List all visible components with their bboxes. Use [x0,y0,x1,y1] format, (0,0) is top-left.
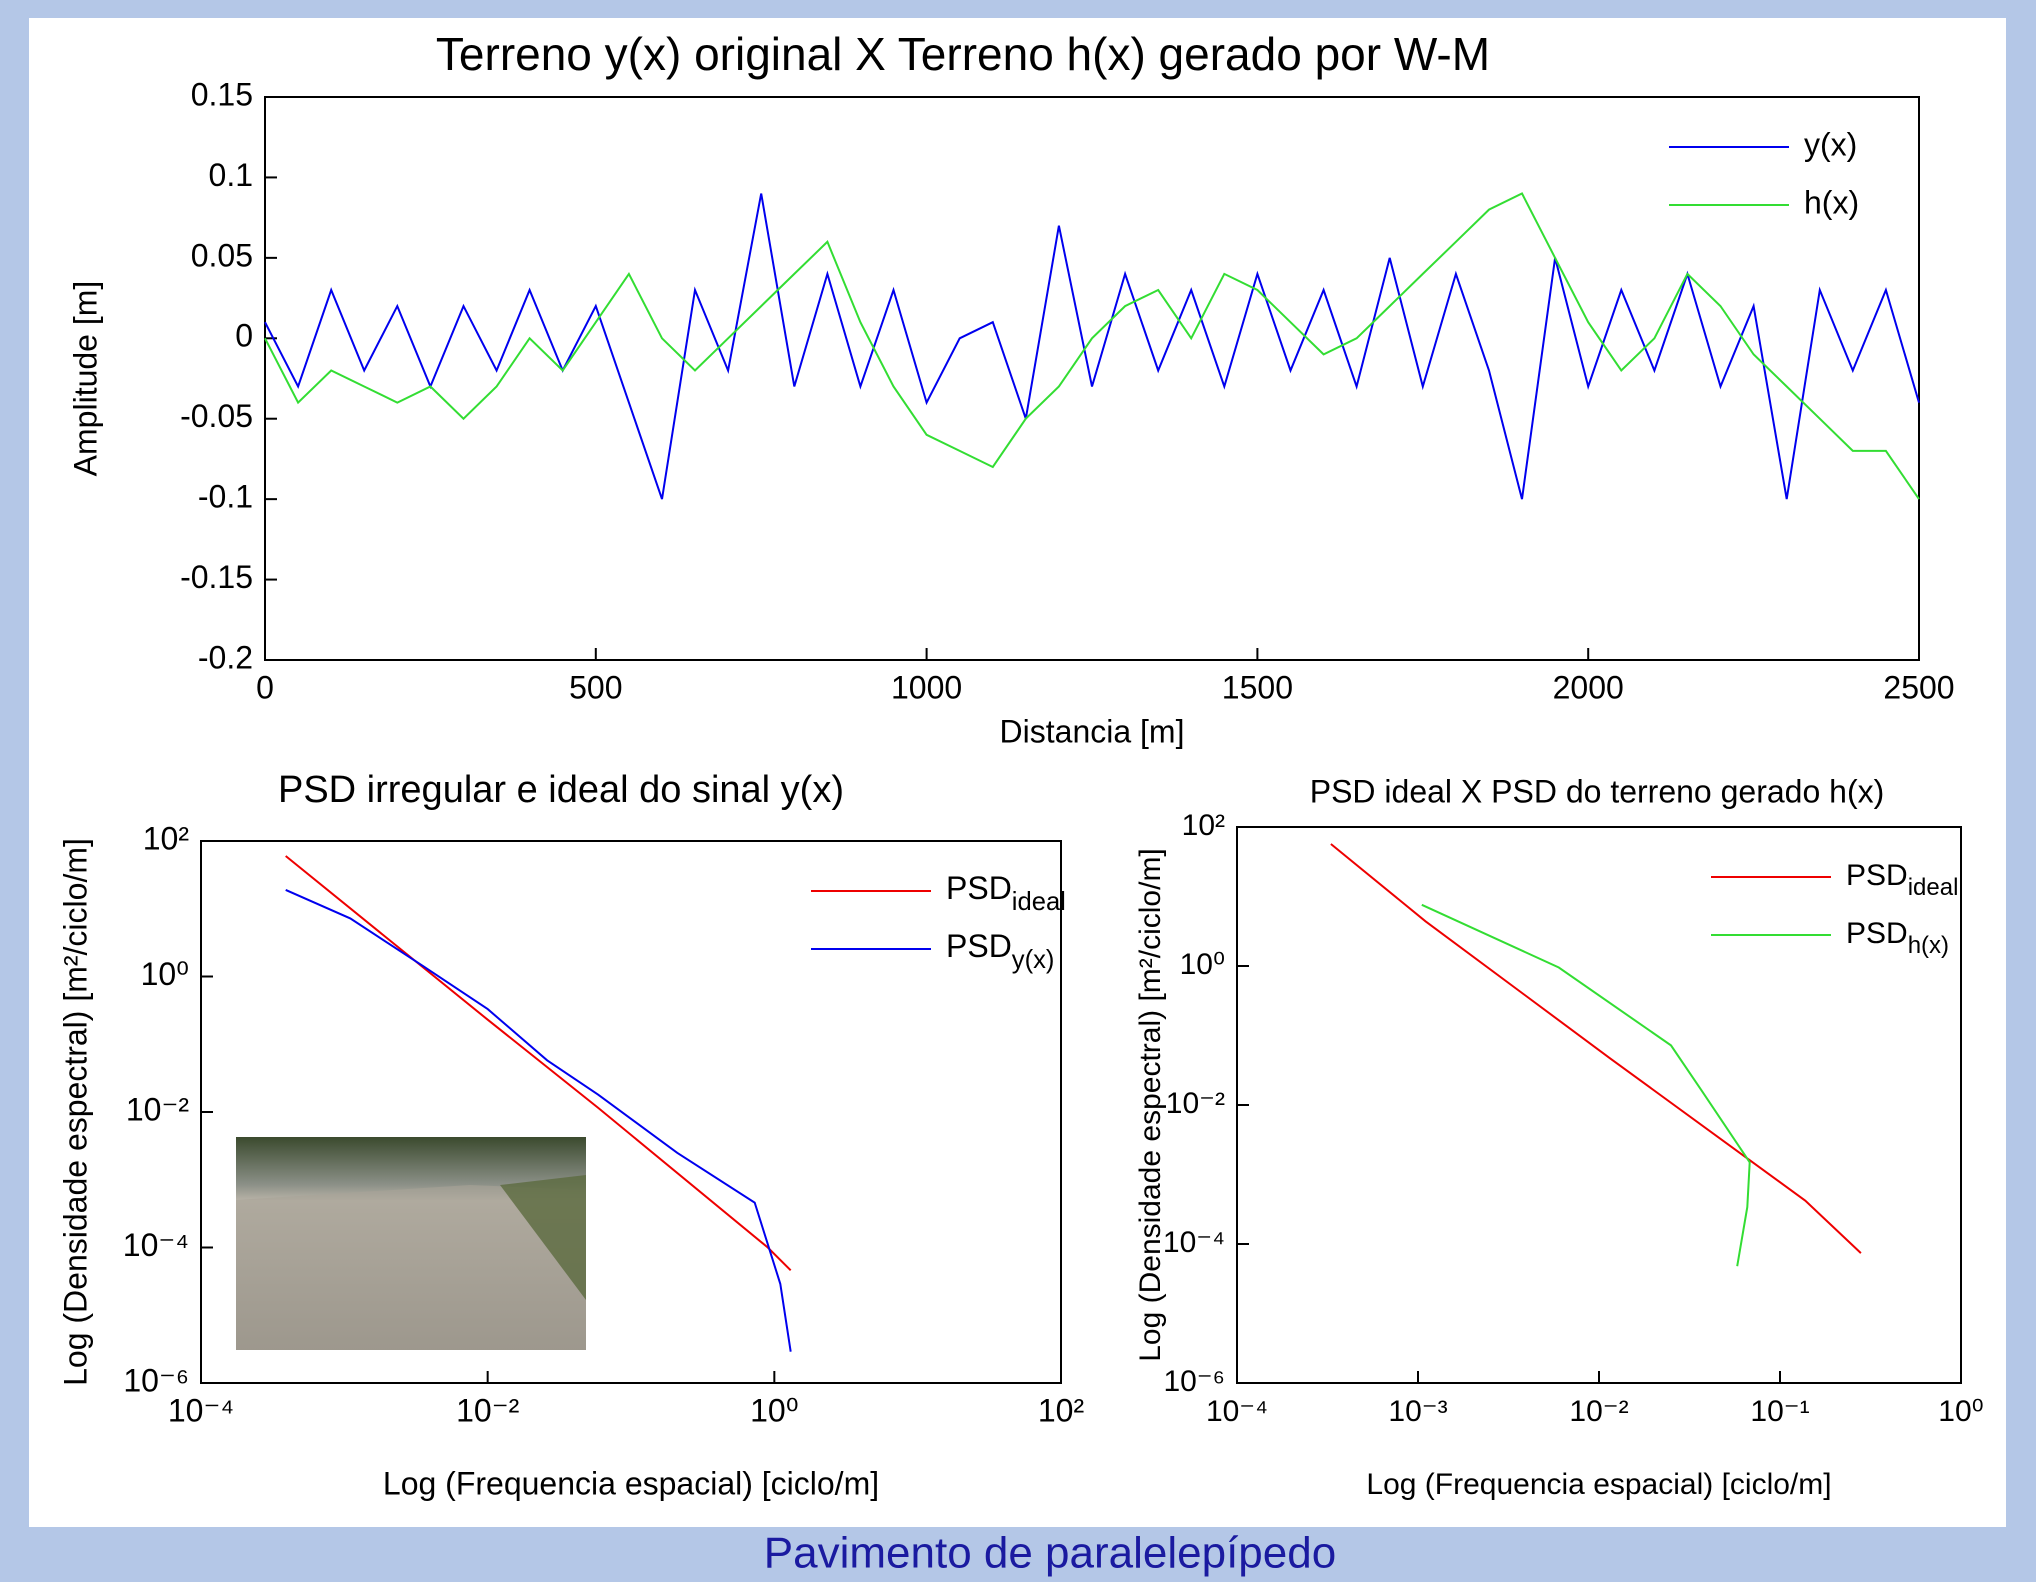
y-tick-label: -0.05 [180,398,253,434]
x-tick-label: 2000 [1553,669,1624,705]
data-line [1421,903,1751,1267]
legend-label: PSDideal [1846,859,1958,901]
caption: Pavimento de paralelepípedo [764,1529,1336,1578]
x-axis-label: Distancia [m] [1000,713,1185,749]
x-tick-label: 10⁻² [456,1392,519,1428]
y-tick-label: 10⁻⁶ [123,1362,189,1398]
chart-title: Terreno y(x) original X Terreno h(x) ger… [436,28,1490,80]
road-photo [236,1137,586,1350]
photo-verge [500,1175,586,1300]
y-tick-label: 0.05 [191,237,253,273]
x-tick-label: 10⁻⁴ [1206,1395,1268,1428]
x-axis-label: Log (Frequencia espacial) [ciclo/m] [1366,1468,1831,1501]
x-tick-label: 10⁰ [1938,1395,1983,1428]
legend-label: PSDideal [946,870,1066,915]
x-tick-label: 10⁻¹ [1750,1395,1809,1428]
legend-label: PSDh(x) [1846,917,1949,959]
x-tick-label: 1000 [891,669,962,705]
y-tick-label: -0.1 [198,479,253,515]
y-tick-label: 10⁰ [1180,948,1225,981]
x-tick-label: 10⁻³ [1388,1395,1447,1428]
x-tick-label: 10⁰ [750,1392,798,1428]
x-tick-label: 10⁻⁴ [168,1392,234,1428]
y-tick-label: 10⁻⁶ [1163,1365,1225,1398]
x-tick-label: 500 [569,669,622,705]
y-tick-label: 10² [1182,809,1225,842]
legend-label: PSDy(x) [946,928,1054,973]
y-tick-label: 10⁻⁴ [123,1227,189,1263]
x-tick-label: 0 [256,669,274,705]
x-tick-label: 1500 [1222,669,1293,705]
y-tick-label: 10⁻² [1166,1087,1225,1120]
legend-label: y(x) [1804,126,1857,162]
y-tick-label: 10² [143,820,190,856]
y-tick-label: 10⁻² [126,1091,189,1127]
x-tick-label: 10⁻² [1569,1395,1628,1428]
x-axis-label: Log (Frequencia espacial) [ciclo/m] [383,1465,879,1501]
photo-road [236,1185,586,1350]
y-tick-label: 10⁰ [141,956,189,992]
plot-frame [264,96,1920,661]
y-tick-label: -0.2 [198,639,253,675]
y-axis-label: Log (Densidade espectral) [m²/ciclo/m] [57,838,93,1386]
data-line [1330,843,1862,1254]
y-axis-label: Log (Densidade espectral) [m²/ciclo/m] [1134,848,1167,1362]
legend-label: h(x) [1804,184,1859,220]
data-line [285,888,792,1352]
data-line [264,192,1920,500]
y-tick-label: 0.15 [191,76,253,112]
y-tick-label: 0.1 [209,157,253,193]
data-line [264,193,1920,500]
y-tick-label: 10⁻⁴ [1163,1226,1225,1259]
chart-title: PSD irregular e ideal do sinal y(x) [278,769,844,811]
chart-title: PSD ideal X PSD do terreno gerado h(x) [1310,773,1885,809]
y-axis-label: Amplitude [m] [67,281,103,477]
y-tick-label: 0 [235,318,253,354]
y-tick-label: -0.15 [180,559,253,595]
x-tick-label: 10² [1038,1392,1085,1428]
x-tick-label: 2500 [1883,669,1954,705]
